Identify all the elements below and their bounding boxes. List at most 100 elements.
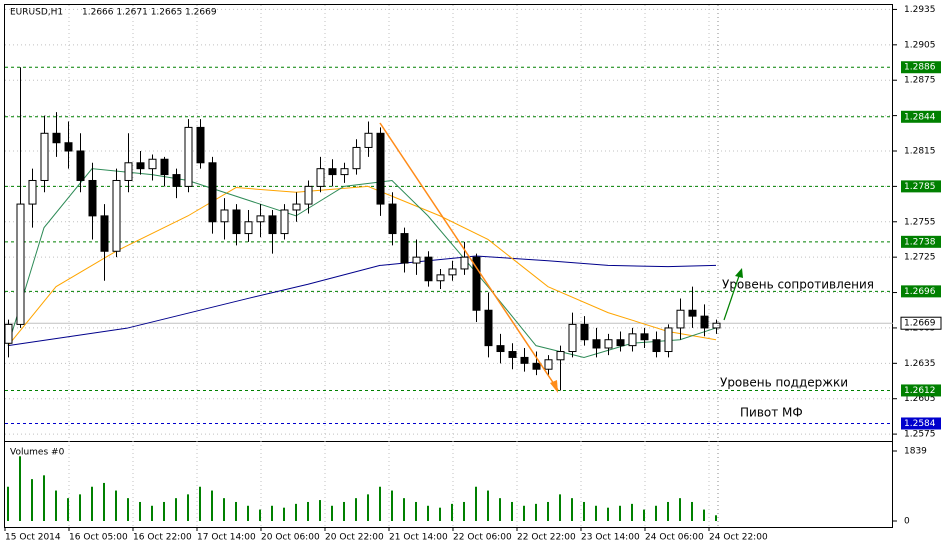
- candle-body: [208, 162, 217, 223]
- candle-body: [52, 132, 61, 144]
- level-label-box: [901, 384, 941, 397]
- level-label-box: [901, 235, 941, 248]
- x-tick-label: 24 Oct 22:00: [709, 533, 768, 543]
- x-tick-label: 16 Oct 22:00: [133, 533, 192, 543]
- candle-body: [64, 142, 73, 152]
- candle-body: [508, 351, 517, 358]
- candle-body: [652, 339, 661, 353]
- ohlc-label: 1.2666 1.2671 1.2665 1.2669: [82, 8, 217, 18]
- candle-body: [604, 339, 613, 349]
- candle-body: [676, 309, 685, 329]
- x-tick-label: 22 Oct 22:00: [517, 533, 576, 543]
- y-tick-label: 1.2635: [904, 359, 936, 369]
- candle-body: [436, 274, 445, 282]
- x-tick-label: 16 Oct 05:00: [69, 533, 128, 543]
- candle-body: [160, 158, 169, 176]
- y-tick-label: 1.2905: [904, 40, 936, 50]
- level-label: 1.2844: [904, 112, 936, 122]
- candle-body: [580, 323, 589, 341]
- candle-body: [412, 256, 421, 264]
- candle-body: [400, 233, 409, 264]
- symbol-title: EURUSD,H1: [10, 8, 63, 18]
- candle-body: [304, 185, 313, 205]
- x-tick-label: 15 Oct 2014: [5, 533, 61, 543]
- candle-body: [664, 327, 673, 353]
- candle-body: [16, 203, 25, 325]
- y-tick-label: 1.2575: [904, 430, 936, 440]
- plot-layer: 1.29351.29051.28751.28451.28151.27851.27…: [4, 5, 942, 543]
- level-label-box: [901, 110, 941, 123]
- candle-body: [352, 146, 361, 170]
- y-tick-label: 1.2755: [904, 217, 936, 227]
- candle-body: [292, 203, 301, 211]
- x-tick-label: 20 Oct 22:00: [325, 533, 384, 543]
- candle-body: [340, 168, 349, 176]
- candle-body: [28, 179, 37, 205]
- candle-body: [520, 356, 529, 364]
- candle-body: [172, 174, 181, 187]
- candle-body: [376, 132, 385, 205]
- candle-body: [112, 179, 121, 252]
- level-label-box: [901, 180, 941, 193]
- candle-body: [4, 323, 13, 344]
- candle-body: [76, 150, 85, 181]
- x-tick-label: 23 Oct 14:00: [581, 533, 640, 543]
- candle-body: [532, 362, 541, 370]
- candle-body: [688, 309, 697, 317]
- level-label: 1.2612: [904, 386, 936, 396]
- up-arrow: [723, 272, 741, 321]
- level-label-box: [901, 285, 941, 298]
- level-label-box: [901, 417, 941, 430]
- candle-body: [472, 256, 481, 311]
- x-tick-label: 22 Oct 06:00: [453, 533, 512, 543]
- candle-body: [316, 168, 325, 187]
- candle-body: [328, 168, 337, 176]
- x-tick-label: 17 Oct 14:00: [197, 533, 256, 543]
- candle-body: [364, 132, 373, 148]
- candle-body: [220, 209, 229, 223]
- x-tick-label: 20 Oct 06:00: [261, 533, 320, 543]
- candle-body: [244, 221, 253, 235]
- up-arrow-head: [735, 268, 743, 278]
- y-tick-label: 1.2875: [904, 76, 936, 86]
- candle-body: [556, 351, 565, 361]
- volume-tick-label: 1839: [904, 447, 927, 457]
- current-price-box: [900, 316, 942, 330]
- candle-body: [280, 209, 289, 235]
- candle-body: [184, 126, 193, 187]
- candle-body: [616, 339, 625, 347]
- y-tick-label: 1.2605: [904, 394, 936, 404]
- candle-body: [712, 322, 721, 329]
- candle-body: [628, 333, 637, 347]
- volume-title: Volumes #0: [10, 448, 65, 458]
- candle-body: [568, 323, 577, 353]
- y-tick-label: 1.2725: [904, 253, 936, 263]
- candle-body: [268, 215, 277, 235]
- candle-body: [496, 345, 505, 353]
- volume-tick-label: 0: [904, 517, 910, 527]
- candle-body: [700, 315, 709, 329]
- trend-arrow: [379, 122, 559, 391]
- candle-body: [448, 268, 457, 276]
- candle-body: [544, 359, 553, 370]
- candle-body: [40, 132, 49, 181]
- candle-body: [136, 162, 145, 170]
- x-tick-label: 21 Oct 14:00: [389, 533, 448, 543]
- candle-body: [124, 162, 133, 181]
- resistance-label: Уровень сопротивления: [722, 278, 874, 292]
- support-label: Уровень поддержки: [720, 376, 848, 390]
- candle-body: [100, 215, 109, 252]
- x-tick-label: 24 Oct 06:00: [645, 533, 704, 543]
- level-label: 1.2738: [904, 237, 936, 247]
- y-tick-label: 1.2935: [904, 5, 936, 15]
- candle-body: [232, 209, 241, 235]
- candle-body: [196, 126, 205, 164]
- candle-body: [640, 333, 649, 341]
- level-label: 1.2584: [904, 419, 936, 429]
- level-label: 1.2785: [904, 182, 936, 192]
- chart-frame: [4, 4, 893, 528]
- current-price-label: 1.2669: [904, 319, 936, 329]
- level-label: 1.2886: [904, 63, 936, 73]
